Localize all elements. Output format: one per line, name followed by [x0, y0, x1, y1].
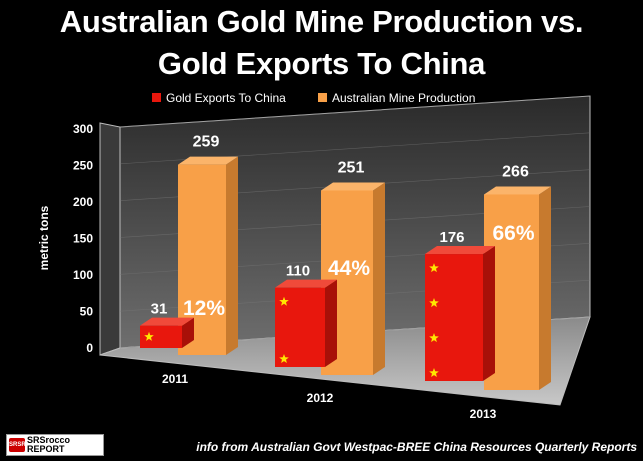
production-bar-2011-side: [226, 156, 238, 355]
x-category-label: 2012: [307, 391, 334, 405]
legend-swatch-production: [318, 93, 327, 102]
legend-label-exports: Gold Exports To China: [166, 91, 286, 105]
x-category-label: 2011: [162, 372, 188, 386]
gridline: [119, 95, 591, 128]
logo-text: SRSrocco REPORT: [27, 436, 70, 454]
exports-bar-2013: [425, 246, 495, 381]
y-axis-label: metric tons: [37, 205, 51, 270]
production-bar-2012-top: [321, 182, 385, 191]
exports-bar-2011: [140, 317, 194, 348]
exports-bar-2012: [275, 279, 337, 367]
exports-value-label: 31: [151, 301, 168, 318]
y-tick-label: 300: [73, 122, 93, 136]
percent-label: 44%: [328, 257, 370, 280]
x-category-label: 2013: [470, 407, 497, 421]
exports-bar-2011-face: [140, 325, 182, 348]
exports-bar-2012-face: [275, 287, 325, 367]
y-tick-label: 100: [73, 268, 93, 282]
production-value-label: 251: [338, 159, 365, 176]
chart-title-line2: Gold Exports To China: [157, 46, 486, 81]
y-tick-label: 200: [73, 195, 93, 209]
percent-label: 12%: [183, 297, 225, 320]
y-tick-label: 150: [73, 232, 93, 246]
production-value-label: 266: [502, 163, 529, 180]
flag-star: [144, 331, 154, 341]
exports-bar-2012-side: [325, 279, 337, 367]
exports-bar-2012-top: [275, 279, 337, 288]
production-bar-2012-side: [373, 182, 385, 375]
production-value-label: 259: [193, 134, 220, 151]
exports-value-label: 110: [286, 263, 310, 280]
y-tick-label: 250: [73, 159, 93, 173]
legend-swatch-exports: [152, 93, 161, 102]
percent-label: 66%: [492, 222, 534, 245]
flag-star: [279, 354, 289, 363]
flag-star: [279, 296, 289, 306]
flag-star: [429, 298, 439, 308]
srsrocco-logo: SRSR SRSrocco REPORT: [6, 434, 104, 456]
exports-bar-2011-side: [182, 317, 194, 348]
chart-side-wall: [99, 122, 121, 356]
production-bar-2013-side: [539, 186, 551, 390]
logo-text-bottom: REPORT: [27, 444, 65, 454]
flag-star: [429, 333, 439, 343]
source-note: info from Australian Govt Westpac-BREE C…: [196, 440, 637, 454]
y-tick-label: 50: [80, 305, 94, 319]
flag-star: [429, 263, 439, 273]
exports-bar-2013-top: [425, 246, 495, 255]
production-bar-2011-top: [178, 156, 238, 165]
exports-value-label: 176: [439, 229, 464, 246]
production-bar-2013-top: [484, 186, 551, 195]
exports-bar-2011-top: [140, 317, 194, 326]
legend-label-production: Australian Mine Production: [332, 91, 475, 105]
exports-bar-2013-side: [483, 246, 495, 381]
exports-bar-2013-face: [425, 254, 483, 381]
y-tick-label: 0: [86, 341, 93, 355]
logo-text-top: SRSrocco: [27, 435, 71, 445]
logo-badge: SRSR: [9, 438, 26, 452]
legend: Gold Exports To China Australian Mine Pro…: [152, 91, 475, 105]
chart-title-line1: Australian Gold Mine Production vs.: [59, 4, 584, 39]
flag-star: [429, 368, 439, 377]
